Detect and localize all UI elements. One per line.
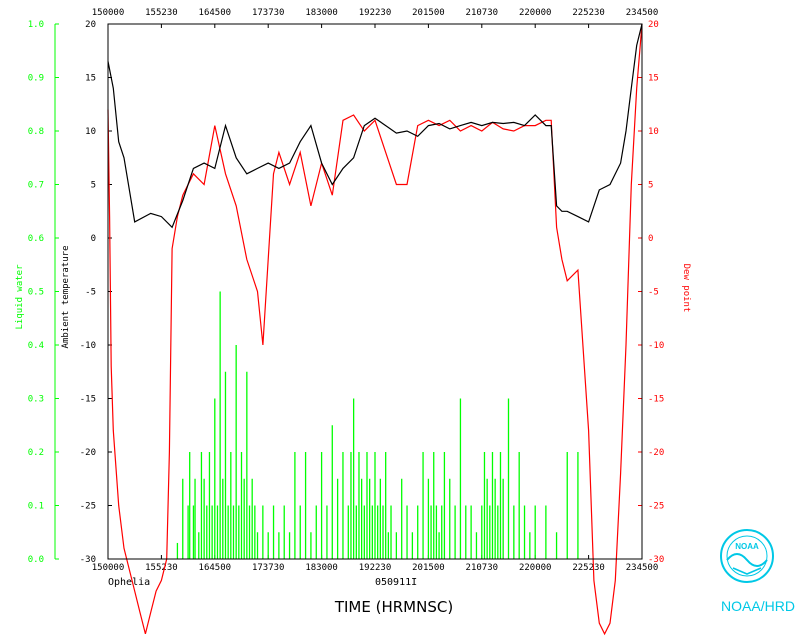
time-bottom-tick-label: 164500	[199, 563, 232, 573]
time-bottom-tick-label: 201500	[412, 563, 445, 573]
time-top-tick-label: 201500	[412, 8, 445, 18]
dew-point-tick-label: -25	[648, 502, 664, 512]
time-bottom-tick-label: 155230	[145, 563, 178, 573]
dew-point-tick-label: -10	[648, 341, 664, 351]
time-top-tick-label: 192230	[359, 8, 392, 18]
time-top-tick-label: 173730	[252, 8, 285, 18]
liquid-water-axis-label: Liquid water	[15, 264, 25, 330]
time-top-tick-label: 183000	[305, 8, 338, 18]
temperature-tick-label: -25	[80, 502, 96, 512]
dew-point-tick-label: -5	[648, 288, 659, 298]
time-ticks-top: 150000 155230 164500 173730 183000 192230 2015…	[92, 8, 659, 28]
time-bottom-tick-label: 192230	[359, 563, 392, 573]
time-bottom-tick-label: 234500	[626, 563, 659, 573]
time-top-tick-label: 155230	[145, 8, 178, 18]
dew-point-tick-label: -20	[648, 448, 664, 458]
liquid-water-tick-label: 0.4	[28, 341, 44, 351]
temperature-axis-label: Ambient temperature	[61, 246, 71, 349]
time-bottom-tick-label: 210730	[466, 563, 499, 573]
temperature-tick-label: 20	[85, 20, 96, 30]
temperature-tick-label: -20	[80, 448, 96, 458]
liquid-water-tick-label: 0.0	[28, 555, 44, 565]
liquid-water-tick-label: 0.3	[28, 395, 44, 405]
dew-point-series	[107, 23, 643, 636]
temperature-tick-label: 0	[91, 234, 96, 244]
storm-name: Ophelia	[108, 577, 150, 588]
temperature-series	[107, 23, 643, 229]
dew-point-ticks: -30 -25 -20 -15 -10 -5 0 5 10 15 20	[638, 20, 664, 565]
flight-id: 050911I	[375, 577, 417, 588]
x-axis-label: TIME (HRMNSC)	[334, 598, 453, 616]
time-ticks-bottom: 150000 155230 164500 173730 183000 192230 2015…	[92, 555, 659, 573]
dew-point-tick-label: 10	[648, 127, 659, 137]
liquid-water-tick-label: 0.1	[28, 502, 44, 512]
temperature-tick-label: -15	[80, 395, 96, 405]
time-top-tick-label: 225230	[572, 8, 605, 18]
temperature-tick-label: -30	[80, 555, 96, 565]
time-top-tick-label: 234500	[626, 8, 659, 18]
time-bottom-tick-label: 150000	[92, 563, 125, 573]
liquid-water-tick-label: 1.0	[28, 20, 44, 30]
dew-point-tick-label: 20	[648, 20, 659, 30]
time-bottom-tick-label: 183000	[305, 563, 338, 573]
dew-point-axis-label: Dew point	[681, 264, 691, 313]
time-bottom-tick-label: 225230	[572, 563, 605, 573]
time-top-tick-label: 164500	[199, 8, 232, 18]
liquid-water-series	[176, 291, 579, 559]
dew-point-tick-label: -15	[648, 395, 664, 405]
dew-point-tick-label: 15	[648, 74, 659, 84]
liquid-water-tick-label: 0.9	[28, 74, 44, 84]
liquid-water-tick-label: 0.2	[28, 448, 44, 458]
liquid-water-tick-label: 0.8	[28, 127, 44, 137]
temperature-tick-label: 5	[91, 181, 96, 191]
temperature-ticks: -30 -25 -20 -15 -10 -5 0 5 10 15 20	[80, 20, 112, 565]
time-top-tick-label: 150000	[92, 8, 125, 18]
time-bottom-tick-label: 173730	[252, 563, 285, 573]
temperature-tick-label: -5	[85, 288, 96, 298]
time-top-tick-label: 210730	[466, 8, 499, 18]
liquid-water-tick-label: 0.6	[28, 234, 44, 244]
dew-point-tick-label: -30	[648, 555, 664, 565]
temperature-tick-label: -10	[80, 341, 96, 351]
time-top-tick-label: 220000	[519, 8, 552, 18]
logo-text: NOAA	[735, 542, 759, 551]
liquid-water-tick-label: 0.7	[28, 181, 44, 191]
time-bottom-tick-label: 220000	[519, 563, 552, 573]
dew-point-tick-label: 0	[648, 234, 653, 244]
noaa-logo-icon: NOAA	[720, 529, 774, 583]
temperature-tick-label: 15	[85, 74, 96, 84]
liquid-water-ticks: 0.0 0.1 0.2 0.3 0.4 0.5 0.6 0.7 0.8 0.9 1.0	[28, 20, 59, 565]
plot-frame	[107, 23, 643, 560]
liquid-water-tick-label: 0.5	[28, 288, 44, 298]
temperature-tick-label: 10	[85, 127, 96, 137]
dew-point-tick-label: 5	[648, 181, 653, 191]
org-label: NOAA/HRD	[721, 598, 795, 614]
